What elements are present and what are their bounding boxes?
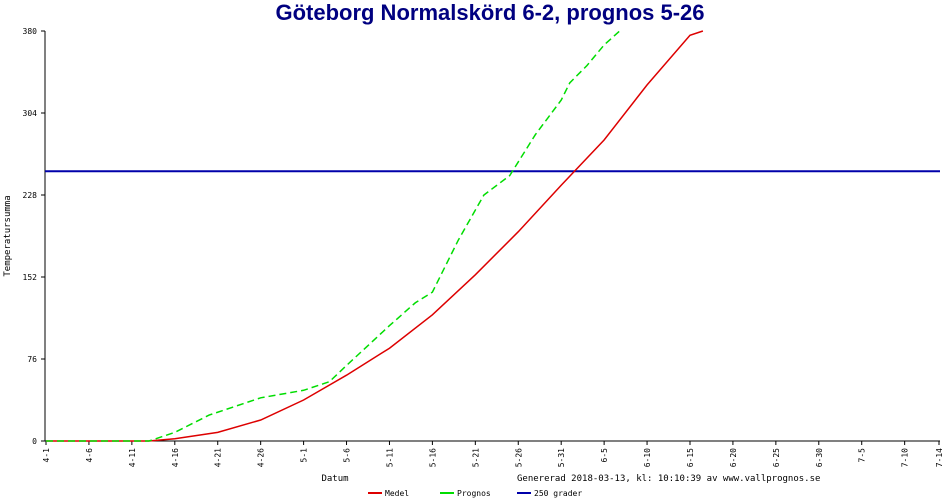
legend-label: Prognos [457, 489, 491, 498]
x-tick-label: 6-25 [772, 448, 781, 467]
legend-label: Medel [385, 489, 409, 498]
y-axis-label: Temperatursumma [3, 195, 13, 276]
legend-label: 250 grader [534, 489, 582, 498]
y-tick-label: 76 [27, 355, 37, 364]
x-tick-label: 4-6 [85, 448, 94, 463]
x-tick-label: 6-5 [600, 448, 609, 463]
x-tick-label: 5-1 [300, 448, 309, 463]
x-tick-label: 5-16 [428, 448, 437, 467]
y-tick-label: 0 [32, 437, 37, 446]
x-tick-label: 4-11 [128, 448, 137, 467]
series-line [46, 30, 621, 442]
x-tick-label: 5-31 [557, 448, 566, 467]
chart-title: Göteborg Normalskörd 6-2, prognos 5-26 [275, 0, 704, 25]
x-tick-label: 5-6 [343, 448, 352, 463]
x-axis-label: Datum [321, 474, 348, 484]
x-tick-label: 7-10 [901, 448, 910, 467]
x-tick-label: 6-30 [815, 448, 824, 467]
x-tick-label: 5-26 [514, 448, 523, 467]
x-tick-label: 4-16 [171, 448, 180, 467]
x-tick-label: 6-15 [686, 448, 695, 467]
x-tick-label: 6-10 [643, 448, 652, 467]
y-tick-label: 152 [23, 273, 38, 282]
series-line [46, 30, 704, 442]
x-tick-label: 6-20 [729, 448, 738, 467]
x-tick-label: 5-21 [471, 448, 480, 467]
x-tick-label: 4-26 [257, 448, 266, 467]
y-tick-label: 380 [23, 27, 38, 36]
y-tick-label: 228 [23, 191, 38, 200]
x-tick-label: 7-14 [935, 448, 944, 467]
x-tick-label: 4-1 [42, 448, 51, 463]
x-tick-label: 5-11 [385, 448, 394, 467]
x-tick-label: 4-21 [214, 448, 223, 467]
y-tick-label: 304 [23, 109, 38, 118]
x-tick-label: 7-5 [858, 448, 867, 463]
annotation: Genererad 2018-03-13, kl: 10:10:39 av ww… [517, 474, 820, 484]
